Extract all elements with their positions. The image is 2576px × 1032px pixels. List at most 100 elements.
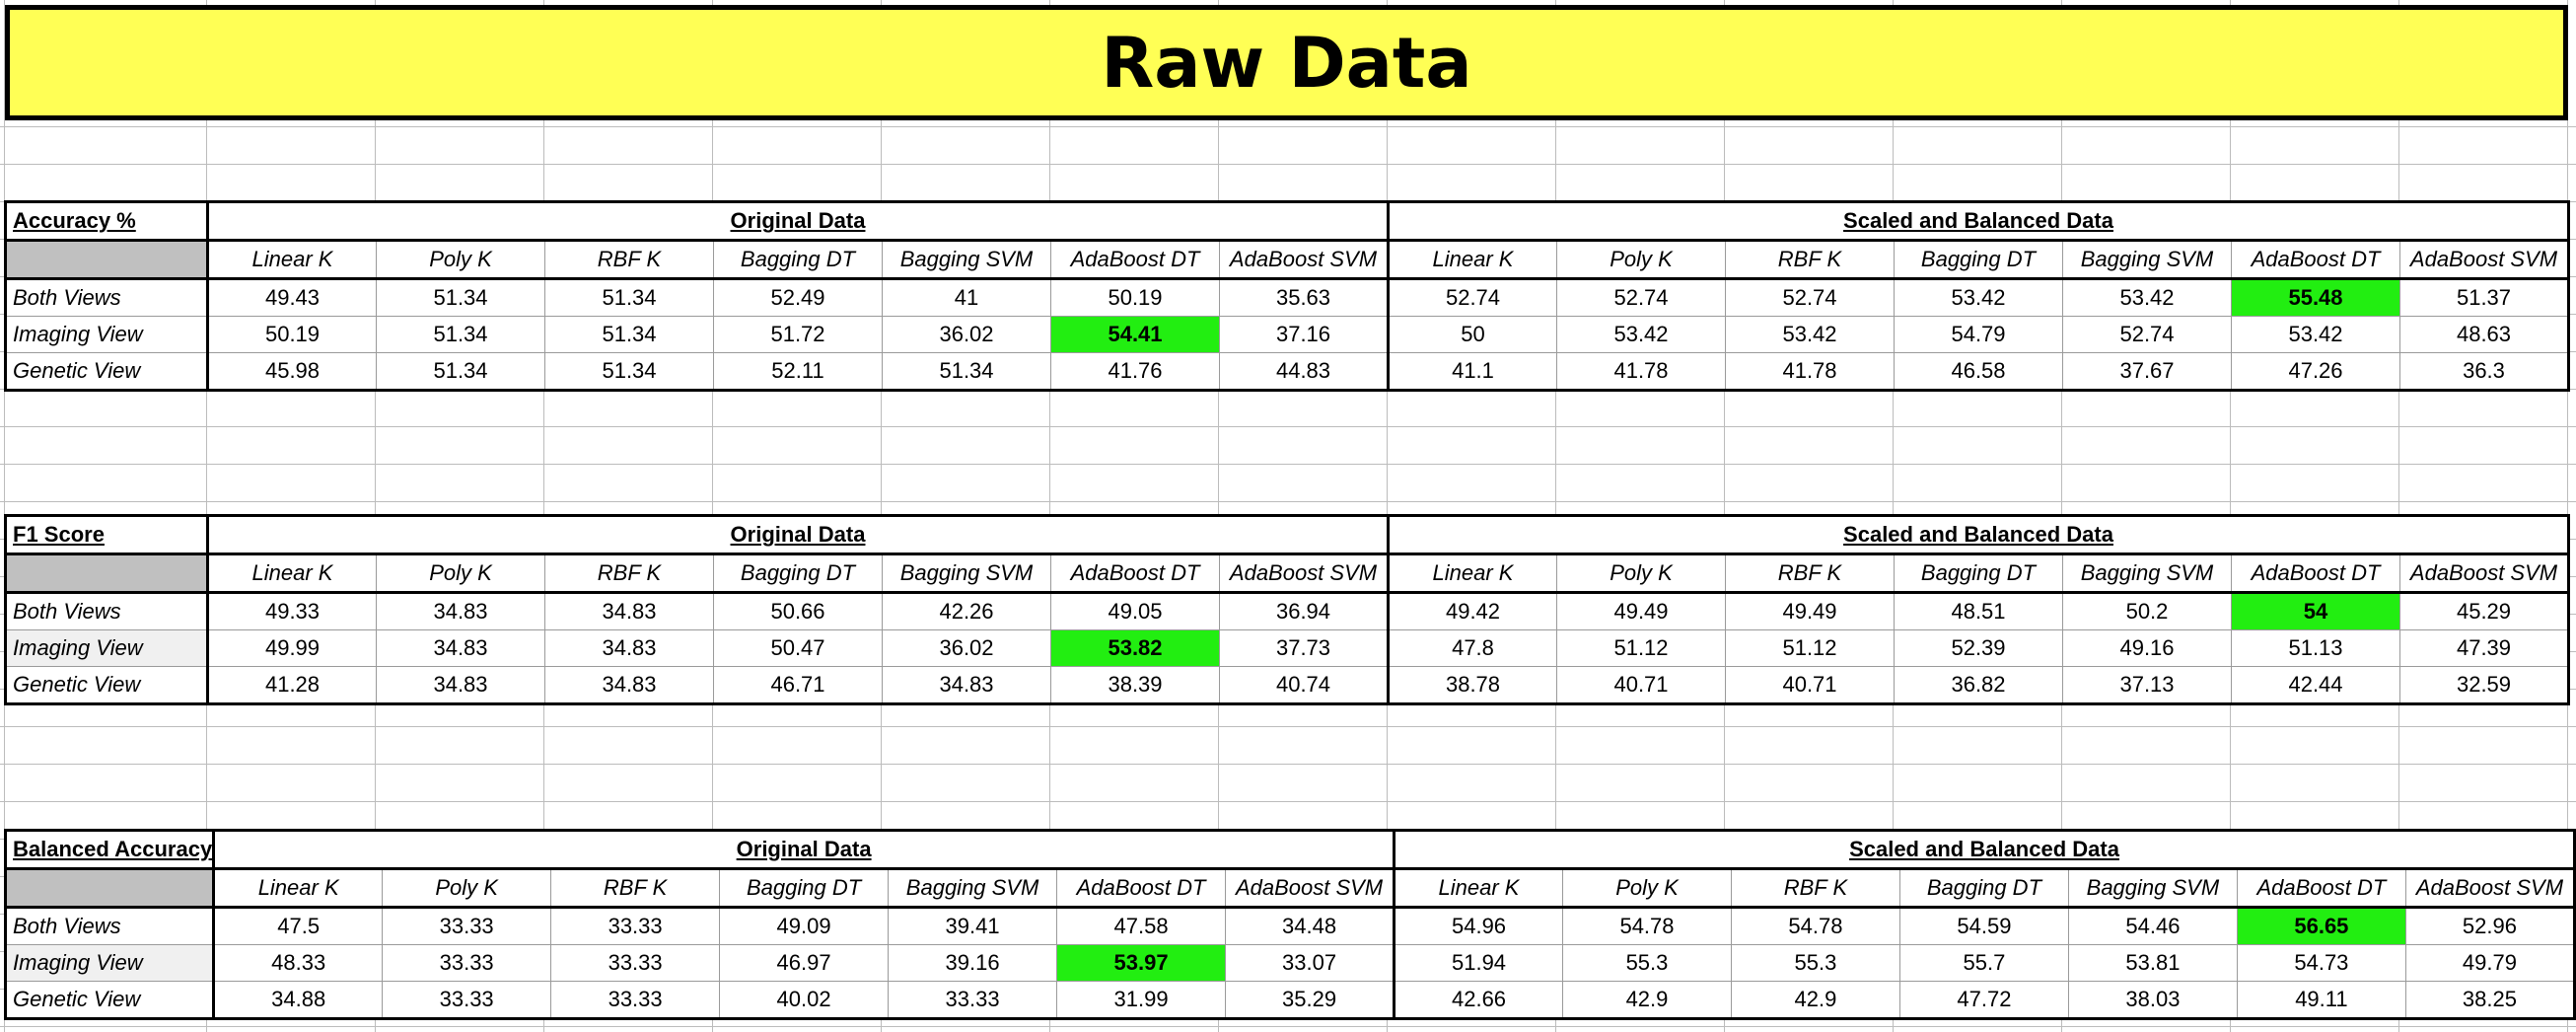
column-header[interactable]: Poly K xyxy=(1562,868,1732,909)
value-cell[interactable]: 52.96 xyxy=(2404,907,2576,945)
value-cell[interactable]: 38.03 xyxy=(2067,981,2238,1020)
value-cell[interactable]: 53.42 xyxy=(1556,316,1726,353)
value-cell[interactable]: 42.66 xyxy=(1394,981,1563,1020)
value-cell[interactable]: 34.88 xyxy=(213,981,384,1020)
value-cell[interactable]: 49.43 xyxy=(207,278,377,317)
value-cell[interactable]: 55.7 xyxy=(1898,944,2069,982)
group-header-scaled[interactable]: Scaled and Balanced Data xyxy=(1388,200,2570,242)
value-cell[interactable]: 33.33 xyxy=(550,981,721,1020)
metric-label[interactable]: Balanced Accuracy xyxy=(3,829,216,870)
row-label[interactable]: Both Views xyxy=(3,907,216,945)
value-cell[interactable]: 38.78 xyxy=(1388,666,1557,705)
value-cell[interactable]: 33.33 xyxy=(550,944,721,982)
value-cell[interactable]: 41.1 xyxy=(1388,352,1557,392)
value-cell[interactable]: 40.74 xyxy=(1219,666,1390,705)
value-cell[interactable]: 51.13 xyxy=(2231,629,2400,667)
value-cell[interactable]: 49.79 xyxy=(2404,944,2576,982)
value-cell[interactable]: 45.98 xyxy=(207,352,377,392)
row-label[interactable]: Both Views xyxy=(4,592,209,630)
value-cell[interactable]: 40.71 xyxy=(1556,666,1726,705)
value-cell[interactable]: 37.13 xyxy=(2062,666,2232,705)
value-cell[interactable]: 54.78 xyxy=(1730,907,1900,945)
header-blank-cell[interactable] xyxy=(4,553,209,594)
value-cell[interactable]: 39.41 xyxy=(888,907,1058,945)
value-cell[interactable]: 50.47 xyxy=(713,629,883,667)
value-cell[interactable]: 41 xyxy=(882,278,1051,317)
row-label[interactable]: Imaging View xyxy=(3,944,216,982)
value-cell[interactable]: 51.94 xyxy=(1394,944,1563,982)
value-cell[interactable]: 39.16 xyxy=(888,944,1058,982)
value-cell[interactable]: 54.46 xyxy=(2067,907,2238,945)
column-header[interactable]: AdaBoost DT xyxy=(1056,868,1227,909)
column-header[interactable]: RBF K xyxy=(550,868,721,909)
value-cell[interactable]: 49.49 xyxy=(1725,592,1895,630)
value-cell[interactable]: 49.09 xyxy=(719,907,890,945)
value-cell[interactable]: 46.58 xyxy=(1894,352,2063,392)
value-cell[interactable]: 53.42 xyxy=(1725,316,1895,353)
value-cell[interactable]: 33.33 xyxy=(888,981,1058,1020)
value-cell[interactable]: 34.83 xyxy=(544,666,714,705)
value-cell[interactable]: 34.83 xyxy=(544,629,714,667)
best-value-cell[interactable]: 54.41 xyxy=(1050,316,1220,353)
value-cell[interactable]: 49.05 xyxy=(1050,592,1220,630)
value-cell[interactable]: 38.39 xyxy=(1050,666,1220,705)
column-header[interactable]: Linear K xyxy=(1388,240,1557,280)
value-cell[interactable]: 47.5 xyxy=(213,907,384,945)
value-cell[interactable]: 41.78 xyxy=(1725,352,1895,392)
column-header[interactable]: Bagging DT xyxy=(713,553,883,594)
value-cell[interactable]: 38.25 xyxy=(2404,981,2576,1020)
value-cell[interactable]: 33.33 xyxy=(382,944,552,982)
value-cell[interactable]: 46.97 xyxy=(719,944,890,982)
column-header[interactable]: AdaBoost SVM xyxy=(1219,240,1390,280)
value-cell[interactable]: 52.74 xyxy=(1556,278,1726,317)
value-cell[interactable]: 51.34 xyxy=(544,278,714,317)
value-cell[interactable]: 33.33 xyxy=(382,907,552,945)
value-cell[interactable]: 35.29 xyxy=(1225,981,1396,1020)
value-cell[interactable]: 32.59 xyxy=(2399,666,2570,705)
value-cell[interactable]: 49.49 xyxy=(1556,592,1726,630)
header-blank-cell[interactable] xyxy=(3,868,216,909)
value-cell[interactable]: 50.19 xyxy=(207,316,377,353)
value-cell[interactable]: 49.99 xyxy=(207,629,377,667)
group-header-original[interactable]: Original Data xyxy=(213,829,1396,870)
value-cell[interactable]: 51.34 xyxy=(376,316,545,353)
group-header-original[interactable]: Original Data xyxy=(207,200,1390,242)
value-cell[interactable]: 46.71 xyxy=(713,666,883,705)
value-cell[interactable]: 34.48 xyxy=(1225,907,1396,945)
value-cell[interactable]: 53.42 xyxy=(2231,316,2400,353)
value-cell[interactable]: 52.39 xyxy=(1894,629,2063,667)
value-cell[interactable]: 51.37 xyxy=(2399,278,2570,317)
column-header[interactable]: Bagging SVM xyxy=(2067,868,2238,909)
best-value-cell[interactable]: 55.48 xyxy=(2231,278,2400,317)
column-header[interactable]: Bagging SVM xyxy=(882,240,1051,280)
column-header[interactable]: Bagging DT xyxy=(1898,868,2069,909)
value-cell[interactable]: 47.58 xyxy=(1056,907,1227,945)
row-label[interactable]: Genetic View xyxy=(4,666,209,705)
value-cell[interactable]: 54.96 xyxy=(1394,907,1563,945)
value-cell[interactable]: 52.74 xyxy=(2062,316,2232,353)
value-cell[interactable]: 44.83 xyxy=(1219,352,1390,392)
value-cell[interactable]: 48.33 xyxy=(213,944,384,982)
value-cell[interactable]: 51.34 xyxy=(376,352,545,392)
column-header[interactable]: AdaBoost DT xyxy=(2231,553,2400,594)
value-cell[interactable]: 51.12 xyxy=(1556,629,1726,667)
metric-label[interactable]: Accuracy % xyxy=(4,200,209,242)
value-cell[interactable]: 55.3 xyxy=(1562,944,1732,982)
column-header[interactable]: AdaBoost SVM xyxy=(1225,868,1396,909)
column-header[interactable]: AdaBoost DT xyxy=(1050,240,1220,280)
column-header[interactable]: Bagging SVM xyxy=(882,553,1051,594)
metric-label[interactable]: F1 Score xyxy=(4,514,209,555)
value-cell[interactable]: 53.81 xyxy=(2067,944,2238,982)
column-header[interactable]: RBF K xyxy=(1725,553,1895,594)
value-cell[interactable]: 50 xyxy=(1388,316,1557,353)
column-header[interactable]: Linear K xyxy=(213,868,384,909)
value-cell[interactable]: 54.78 xyxy=(1562,907,1732,945)
value-cell[interactable]: 41.76 xyxy=(1050,352,1220,392)
value-cell[interactable]: 42.26 xyxy=(882,592,1051,630)
value-cell[interactable]: 31.99 xyxy=(1056,981,1227,1020)
value-cell[interactable]: 40.02 xyxy=(719,981,890,1020)
column-header[interactable]: Bagging DT xyxy=(719,868,890,909)
value-cell[interactable]: 40.71 xyxy=(1725,666,1895,705)
row-label[interactable]: Both Views xyxy=(4,278,209,317)
value-cell[interactable]: 37.16 xyxy=(1219,316,1390,353)
